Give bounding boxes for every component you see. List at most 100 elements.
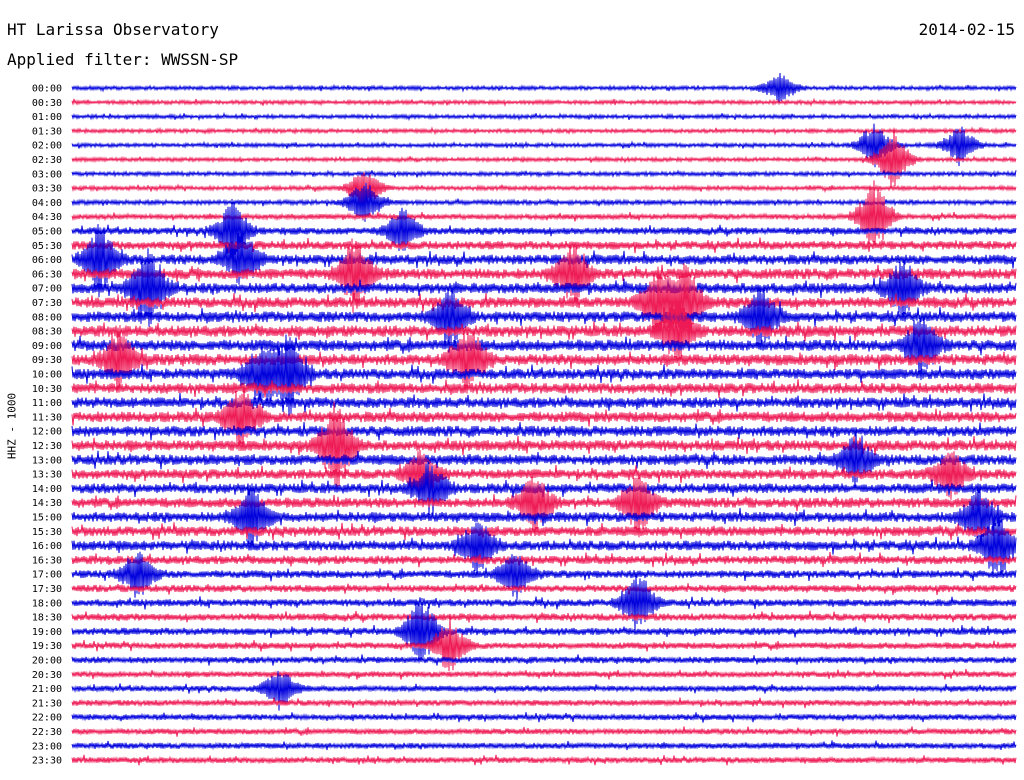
trace-1530 [71, 522, 1017, 541]
time-label-2230: 22:30 [32, 727, 62, 738]
trace-2330 [71, 754, 1017, 766]
time-label-0830: 08:30 [32, 327, 62, 338]
time-label-2030: 20:30 [32, 670, 62, 681]
time-label-0630: 06:30 [32, 269, 62, 280]
trace-2230 [71, 726, 1017, 737]
time-label-2330: 23:30 [32, 756, 62, 767]
trace-1130 [71, 383, 1017, 451]
trace-1830 [71, 610, 1017, 624]
trace-0830 [71, 293, 1017, 367]
trace-0400 [71, 182, 1017, 222]
trace-1000 [71, 334, 1017, 418]
trace-2000 [71, 654, 1017, 666]
time-label-1430: 14:30 [32, 498, 62, 509]
trace-0100 [71, 111, 1017, 122]
time-label-1530: 15:30 [32, 527, 62, 538]
time-label-1600: 16:00 [32, 541, 62, 552]
time-labels: 00:00 00:30 01:00 01:30 02:00 02:30 03:00 03:30… [32, 84, 62, 767]
trace-0230 [71, 129, 1017, 188]
time-label-1000: 10:00 [32, 370, 62, 381]
time-label-0700: 07:00 [32, 284, 62, 295]
time-label-0130: 01:30 [32, 126, 62, 137]
trace-0130 [71, 126, 1017, 136]
time-label-0400: 04:00 [32, 198, 62, 209]
time-label-1400: 14:00 [32, 484, 62, 495]
trace-1730 [71, 583, 1017, 596]
trace-1030 [71, 379, 1017, 398]
trace-0330 [71, 172, 1017, 209]
trace-1200 [71, 422, 1017, 441]
time-label-1330: 13:30 [32, 470, 62, 481]
trace-2130 [71, 697, 1017, 709]
trace-0300 [71, 169, 1017, 179]
trace-1900 [71, 597, 1017, 663]
trace-1330 [71, 449, 1017, 500]
trace-0700 [71, 248, 1017, 327]
trace-2200 [71, 712, 1017, 723]
time-label-1500: 15:00 [32, 513, 62, 524]
time-label-2100: 21:00 [32, 684, 62, 695]
trace-0200 [71, 123, 1017, 168]
time-label-1200: 12:00 [32, 427, 62, 438]
trace-2300 [71, 740, 1017, 751]
trace-1430 [71, 476, 1017, 538]
trace-1500 [71, 483, 1017, 550]
time-label-0730: 07:30 [32, 298, 62, 309]
filter-label: Applied filter: WWSSN-SP [7, 50, 239, 69]
trace-0600 [71, 224, 1017, 298]
trace-0530 [71, 237, 1017, 254]
time-label-1030: 10:30 [32, 384, 62, 395]
time-label-0930: 09:30 [32, 355, 62, 366]
time-label-1800: 18:00 [32, 598, 62, 609]
time-label-1630: 16:30 [32, 555, 62, 566]
trace-1230 [71, 401, 1017, 490]
trace-1700 [71, 551, 1017, 600]
trace-2030 [71, 668, 1017, 680]
trace-0930 [71, 325, 1017, 394]
time-label-0800: 08:00 [32, 312, 62, 323]
time-label-1900: 19:00 [32, 627, 62, 638]
time-label-0100: 01:00 [32, 112, 62, 123]
trace-0900 [71, 315, 1017, 381]
time-label-1830: 18:30 [32, 613, 62, 624]
time-label-1730: 17:30 [32, 584, 62, 595]
time-label-2200: 22:00 [32, 713, 62, 724]
trace-0030 [71, 97, 1017, 108]
trace-1930 [71, 614, 1017, 672]
time-label-0530: 05:30 [32, 241, 62, 252]
time-label-0300: 03:00 [32, 169, 62, 180]
time-label-0600: 06:00 [32, 255, 62, 266]
trace-1100 [71, 392, 1017, 413]
time-label-0000: 00:00 [32, 84, 62, 95]
trace-1600 [71, 515, 1017, 576]
time-label-2300: 23:00 [32, 741, 62, 752]
time-label-0430: 04:30 [32, 212, 62, 223]
time-label-0500: 05:00 [32, 227, 62, 238]
time-label-0900: 09:00 [32, 341, 62, 352]
trace-2100 [71, 670, 1017, 711]
trace-0630 [71, 238, 1017, 313]
time-label-1130: 11:30 [32, 412, 62, 423]
time-label-1230: 12:30 [32, 441, 62, 452]
time-label-1100: 11:00 [32, 398, 62, 409]
time-label-1300: 13:00 [32, 455, 62, 466]
time-label-0330: 03:30 [32, 184, 62, 195]
time-label-0200: 02:00 [32, 141, 62, 152]
time-label-2130: 21:30 [32, 698, 62, 709]
record-date: 2014-02-15 [918, 20, 1015, 39]
trace-0800 [71, 285, 1017, 353]
trace-0500 [71, 198, 1017, 263]
station-title: HT Larissa Observatory [7, 20, 219, 39]
trace-1630 [71, 552, 1017, 568]
trace-1800 [71, 575, 1017, 631]
seismogram-traces [71, 72, 1017, 766]
trace-0000 [71, 72, 1017, 105]
trace-0430 [71, 180, 1017, 246]
trace-1300 [71, 429, 1017, 489]
time-label-0230: 02:30 [32, 155, 62, 166]
time-label-2000: 20:00 [32, 656, 62, 667]
time-label-1700: 17:00 [32, 570, 62, 581]
trace-0730 [71, 263, 1017, 339]
time-label-0030: 00:30 [32, 98, 62, 109]
